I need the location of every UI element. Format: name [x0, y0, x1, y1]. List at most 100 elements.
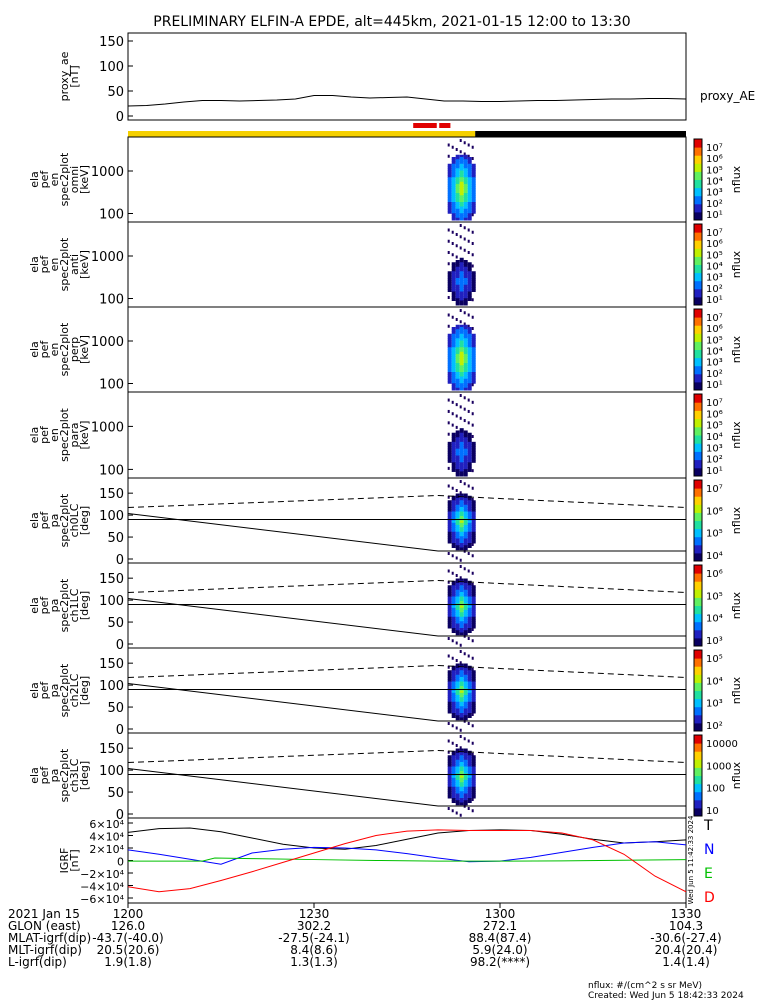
spectrogram-pixel [471, 692, 476, 696]
spectrogram-speckle [467, 143, 470, 147]
spectrogram-pixel [447, 762, 452, 765]
spectrogram-speckle [467, 398, 470, 402]
spectrogram-pixel [463, 186, 468, 189]
spectrogram-pixel [471, 502, 476, 506]
spectrogram-pixel [451, 507, 456, 510]
spectrogram-pixel [455, 457, 460, 461]
spectrogram-pixel [455, 502, 460, 506]
spectrogram-pixel [455, 298, 460, 301]
spectrogram-pixel [447, 199, 452, 203]
spectrogram-pixel [467, 291, 472, 295]
spectrogram-pixel [455, 168, 460, 171]
y-tick-label: 100 [99, 509, 124, 524]
spectrogram-pixel [463, 507, 468, 510]
spectrogram-pixel [459, 759, 464, 763]
spectrogram-pixel [459, 762, 464, 765]
spectrogram-speckle [459, 235, 462, 239]
axis-column-value: -30.6(-27.4) [650, 931, 721, 945]
colorbar-tick-label: 10⁵ [706, 654, 723, 665]
spectrogram-pixel [467, 798, 472, 801]
spectrogram-pixel [447, 278, 452, 281]
spectrogram-pixel [459, 786, 464, 790]
spectrogram-pixel [455, 439, 460, 443]
spectrogram-pixel [447, 695, 452, 698]
spectrogram-pixel [447, 782, 452, 785]
spectrogram-pixel [459, 159, 464, 162]
y-axis-label-line: IGRF [58, 848, 71, 874]
spectrogram-pixel [455, 199, 460, 203]
spectrogram-pixel [447, 275, 452, 279]
spectrogram-pixel [447, 686, 452, 689]
colorbar-label: nflux [730, 250, 743, 278]
spectrogram-pixel [467, 199, 472, 203]
spectrogram-pixel [471, 275, 476, 279]
spectrogram-pixel [455, 338, 460, 341]
spectrogram-pixel [463, 585, 468, 588]
spectrogram-pixel [463, 381, 468, 384]
y-axis-label-line: pef [38, 170, 51, 189]
spectrogram-pixel [451, 701, 456, 705]
spectrogram-pixel [467, 446, 472, 450]
spectrogram-pixel [459, 679, 464, 682]
spectrogram-pixel [451, 520, 456, 524]
spectrogram-pixel [459, 701, 464, 705]
spectrogram-pixel [451, 168, 456, 171]
spectrogram-pixel [451, 202, 456, 205]
spectrogram-speckle [471, 145, 474, 149]
anti-loss-cone-line [127, 598, 439, 637]
spectrogram-pixel [459, 271, 464, 274]
spectrogram-pixel [467, 628, 472, 631]
spectrogram-pixel [455, 367, 460, 371]
spectrogram-pixel [463, 179, 468, 183]
spectrogram-pixel [467, 762, 472, 765]
spectrogram-pixel [463, 163, 468, 167]
spectrogram-speckle [447, 654, 450, 658]
spectrogram-pixel [471, 616, 476, 620]
spectrogram-pixel [451, 381, 456, 384]
y-tick-label: 1000 [91, 165, 124, 180]
spectrogram-speckle [471, 213, 474, 217]
spectrogram-pixel [459, 202, 464, 205]
spectrogram-pixel [455, 179, 460, 183]
colorbar-segment [694, 373, 702, 383]
spectrogram-pixel [471, 204, 476, 207]
spectrogram-pixel [467, 271, 472, 274]
spectrogram-pixel [447, 450, 452, 454]
y-tick-label: 0 [116, 808, 124, 823]
spectrogram-speckle [471, 383, 474, 387]
spectrogram-pixel [451, 800, 456, 803]
colorbar-segment [694, 735, 702, 744]
spectrogram-pixel [451, 784, 456, 788]
spectrogram-pixel [455, 466, 460, 470]
spectrogram-pixel [455, 594, 460, 597]
y-axis-label-line: spec2plot [58, 748, 71, 802]
colorbar-frame [693, 649, 703, 732]
spectrogram-pixel [459, 780, 464, 783]
spectrogram-pixel [463, 172, 468, 176]
spectrogram-pixel [451, 782, 456, 785]
spectrogram-pixel [455, 383, 460, 386]
y-axis-label-line: ela [28, 597, 41, 614]
panel-frame [127, 306, 687, 393]
spectrogram-pixel [455, 525, 460, 528]
spectrogram-pixel [455, 706, 460, 709]
spectrogram-pixel [467, 287, 472, 290]
anti-loss-cone-line [127, 768, 439, 807]
spectrogram-pixel [463, 289, 468, 292]
spectrogram-pixel [455, 345, 460, 348]
plot-panels: 150100500proxy_ae[nT]proxy_AE1000100elap… [28, 32, 755, 906]
axis-column-value: 8.4(8.6) [290, 943, 338, 957]
spectrogram-speckle [451, 571, 454, 575]
y-tick-label: 50 [107, 85, 124, 100]
spectrogram-pixel [471, 351, 476, 355]
spectrogram-pixel [471, 190, 476, 194]
spectrogram-pixel [459, 516, 464, 519]
spectrogram-pixel [451, 208, 456, 212]
colorbar-segment [694, 280, 702, 290]
spectrogram-pixel [447, 587, 452, 591]
spectrogram-pixel [451, 529, 456, 533]
spectrogram-speckle [451, 741, 454, 745]
axis-column-value: 104.3 [669, 919, 703, 933]
spectrogram-pixel [455, 195, 460, 198]
spectrogram-pixel [467, 764, 472, 767]
